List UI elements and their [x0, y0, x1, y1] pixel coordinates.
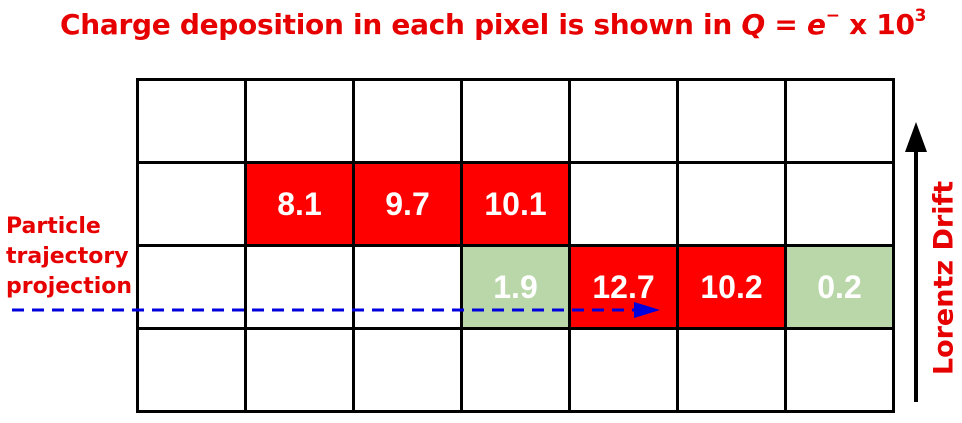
title-equals: = — [764, 8, 807, 41]
pixel-cell — [679, 81, 787, 164]
pixel-cell — [787, 81, 895, 164]
trajectory-label-line-1: Particle — [6, 214, 101, 239]
pixel-cell — [139, 247, 247, 330]
diagram-title: Charge deposition in each pixel is shown… — [60, 6, 950, 42]
pixel-cell-value: 1.9 — [463, 247, 571, 330]
drift-arrow-head — [905, 122, 927, 152]
pixel-cell — [355, 247, 463, 330]
pixel-cell-value: 0.2 — [787, 247, 895, 330]
pixel-cell — [571, 164, 679, 247]
trajectory-label-line-3: projection — [6, 274, 133, 299]
pixel-cell-value: 10.2 — [679, 247, 787, 330]
title-electron-symbol: e — [806, 8, 826, 41]
pixel-cell — [247, 330, 355, 413]
pixel-cell — [571, 81, 679, 164]
pixel-cell — [139, 330, 247, 413]
title-q-symbol: Q — [741, 8, 765, 41]
pixel-cell-value: 8.1 — [247, 164, 355, 247]
title-prefix: Charge deposition in each pixel is shown… — [60, 8, 742, 41]
pixel-cell-value: 10.1 — [463, 164, 571, 247]
trajectory-arrow-head — [634, 302, 660, 318]
pixel-cell — [787, 164, 895, 247]
lorentz-drift-label: Lorentz Drift — [928, 180, 960, 376]
pixel-cell — [355, 330, 463, 413]
title-times-ten: x 10 — [839, 8, 915, 41]
trajectory-label-line-2: trajectory — [6, 244, 129, 269]
pixel-grid: 8.1 9.7 10.1 1.9 12.7 10.2 0.2 — [136, 78, 895, 413]
pixel-cell — [139, 164, 247, 247]
pixel-cell — [463, 330, 571, 413]
pixel-cell-value: 9.7 — [355, 164, 463, 247]
title-exponent: 3 — [914, 6, 927, 26]
pixel-cell — [139, 81, 247, 164]
trajectory-label: Particle trajectory projection — [6, 212, 132, 302]
pixel-cell — [247, 81, 355, 164]
pixel-cell — [571, 330, 679, 413]
pixel-cell-value: 12.7 — [571, 247, 679, 330]
pixel-cell — [247, 247, 355, 330]
pixel-cell — [787, 330, 895, 413]
pixel-cell — [355, 81, 463, 164]
pixel-cell — [679, 164, 787, 247]
pixel-cell — [679, 330, 787, 413]
title-electron-charge-sign: − — [825, 6, 840, 26]
pixel-cell — [463, 81, 571, 164]
